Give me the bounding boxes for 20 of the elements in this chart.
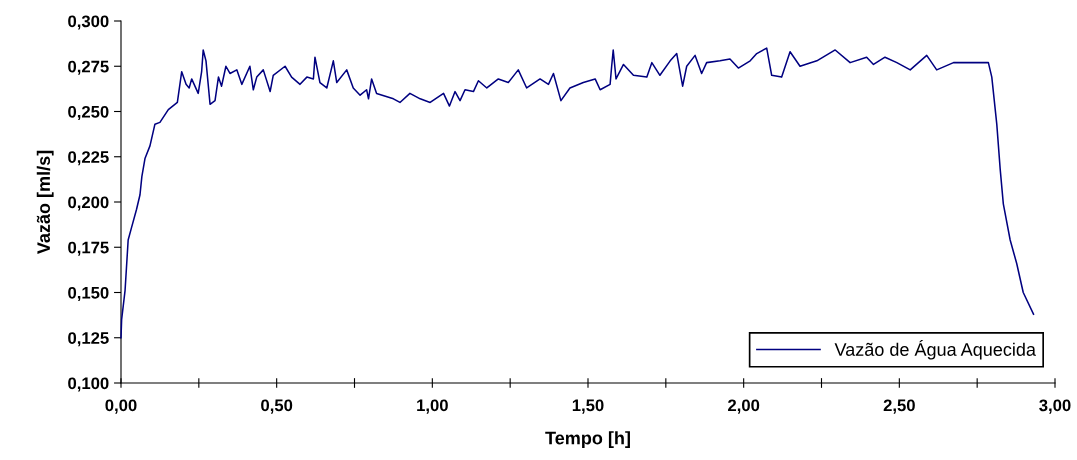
y-tick-label: 0,125 xyxy=(68,332,109,347)
line-series xyxy=(120,47,1035,339)
x-axis-title: Tempo [h] xyxy=(545,431,630,449)
x-tick-label: 0,50 xyxy=(261,399,293,414)
x-tick-label: 2,00 xyxy=(728,399,760,414)
y-tick-label: 0,200 xyxy=(68,196,109,211)
y-tick-label: 0,150 xyxy=(68,286,109,302)
y-tick-label: 0,300 xyxy=(68,15,109,30)
y-tick-label: 0,175 xyxy=(68,241,109,256)
legend-label: Vazão de Água Aquecida xyxy=(834,340,1036,360)
x-tick-label: 1,00 xyxy=(417,399,448,414)
x-tick-label: 0,00 xyxy=(105,399,137,414)
y-tick-label: 0,250 xyxy=(68,105,109,121)
y-tick-label: 0,275 xyxy=(68,60,109,75)
x-tick-label: 1,50 xyxy=(572,399,604,414)
y-axis-title: Vazão [ml/s] xyxy=(36,150,54,255)
x-tick-label: 2,50 xyxy=(883,399,915,414)
y-tick-label: 0,100 xyxy=(68,377,109,392)
y-tick-label: 0,225 xyxy=(68,151,109,166)
x-tick-label: 3,00 xyxy=(1039,399,1071,414)
